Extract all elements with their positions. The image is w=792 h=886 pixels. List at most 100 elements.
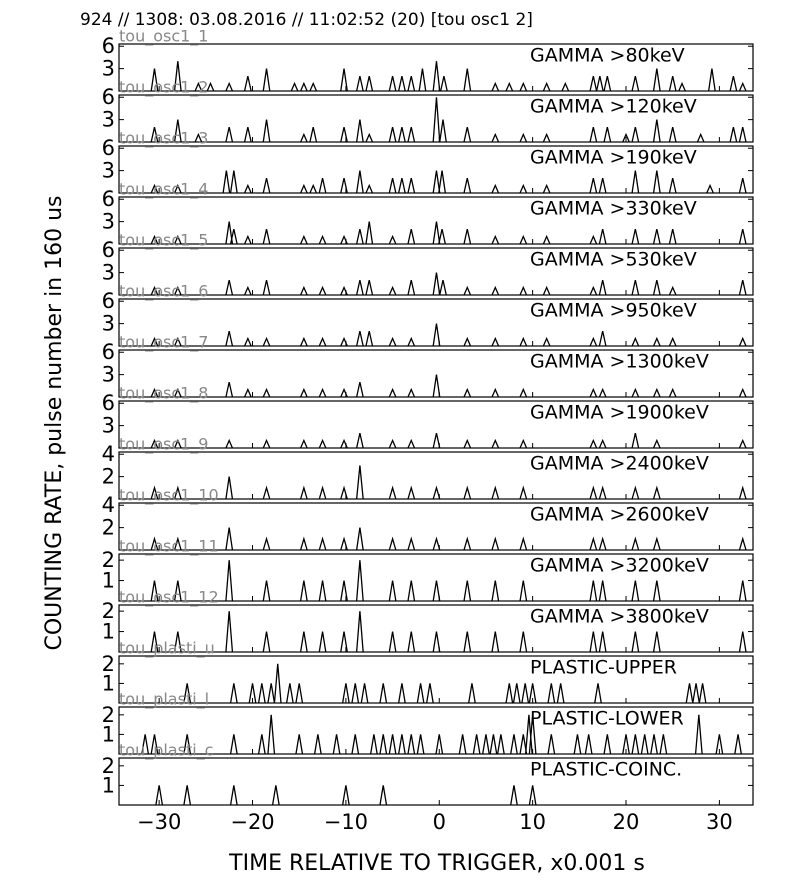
spike: [365, 132, 374, 143]
spike: [729, 126, 738, 143]
spike: [243, 234, 252, 245]
spike: [257, 734, 266, 755]
panel-name: tou_plasti_c: [119, 741, 213, 761]
spike: [519, 234, 528, 245]
spike: [388, 234, 397, 245]
spike: [229, 785, 238, 806]
spike: [388, 536, 397, 551]
spike: [463, 485, 472, 500]
spike: [491, 132, 500, 143]
spike: [708, 68, 716, 92]
spike: [519, 536, 528, 551]
spike: [318, 485, 327, 500]
spike: [589, 631, 598, 653]
spike: [299, 631, 308, 653]
spike: [463, 126, 472, 143]
spike: [463, 177, 472, 194]
spike: [355, 228, 364, 245]
spike: [262, 387, 271, 398]
spike: [463, 336, 472, 347]
spike: [355, 611, 364, 653]
panel-label: PLASTIC-COINC.: [530, 759, 682, 781]
spike: [150, 68, 159, 92]
spike: [668, 75, 677, 92]
y-tick-label: 1: [102, 773, 115, 797]
spike: [262, 438, 271, 449]
x-tick-label: 0: [433, 810, 446, 834]
y-tick-label: 3: [102, 159, 115, 183]
x-tick-label: −10: [324, 810, 368, 834]
spike: [738, 336, 747, 347]
spike: [631, 228, 640, 245]
spike: [631, 387, 640, 398]
spike: [631, 580, 640, 602]
spike: [351, 683, 360, 704]
spike: [542, 234, 551, 245]
spike: [150, 285, 159, 296]
panel-label: GAMMA >120keV: [530, 96, 697, 118]
spike: [432, 97, 441, 143]
spike: [262, 279, 271, 296]
spike: [340, 68, 348, 92]
spike: [332, 734, 341, 755]
spike: [706, 183, 714, 194]
spike: [598, 631, 607, 653]
spike: [519, 631, 528, 653]
spike: [463, 536, 472, 551]
spike: [542, 183, 551, 194]
panel-frame: [118, 400, 754, 449]
spike: [407, 75, 416, 92]
spike: [262, 177, 271, 194]
spike: [598, 228, 607, 245]
spike: [355, 432, 364, 449]
spike: [173, 536, 182, 551]
spike: [355, 330, 364, 347]
spike: [542, 132, 551, 143]
spike: [598, 177, 607, 194]
panel-frame: [118, 43, 754, 92]
spike: [173, 631, 182, 653]
spike: [173, 387, 182, 398]
spike: [355, 170, 364, 194]
spike: [589, 536, 598, 551]
spike: [229, 734, 238, 755]
spike: [407, 336, 416, 347]
spike: [318, 580, 327, 602]
y-axis-label: COUNTING RATE, pulse number in 160 us: [42, 195, 67, 650]
spike: [150, 485, 159, 500]
spike: [491, 387, 500, 398]
spike: [388, 631, 397, 653]
panel-name: tou_osc1_2: [119, 78, 208, 98]
spike: [407, 536, 416, 551]
spike: [351, 734, 360, 755]
spike: [528, 785, 537, 806]
panel-name: tou_osc1_11: [119, 537, 219, 557]
panel-frame: [118, 94, 754, 143]
spike: [229, 228, 238, 245]
spike: [519, 285, 528, 296]
y-tick-label: 3: [102, 210, 115, 234]
y-tick-label: 6: [102, 238, 115, 262]
spike: [173, 285, 182, 296]
y-tick-label: 1: [102, 620, 115, 644]
spike: [598, 279, 607, 296]
spike: [631, 336, 640, 347]
spike: [556, 683, 565, 704]
spike: [505, 81, 514, 92]
panel-label: PLASTIC-LOWER: [530, 708, 684, 730]
spike: [225, 527, 234, 551]
spike: [150, 234, 159, 245]
spike: [589, 285, 598, 296]
spike: [668, 387, 677, 398]
panel-frame: [118, 655, 754, 704]
spike: [225, 279, 234, 296]
spike: [432, 485, 441, 500]
spike: [432, 374, 441, 398]
panel-frame: [118, 604, 754, 653]
spike: [491, 81, 500, 92]
spike: [668, 228, 677, 245]
spike: [365, 221, 374, 245]
spike: [398, 734, 406, 755]
spike: [598, 330, 607, 347]
